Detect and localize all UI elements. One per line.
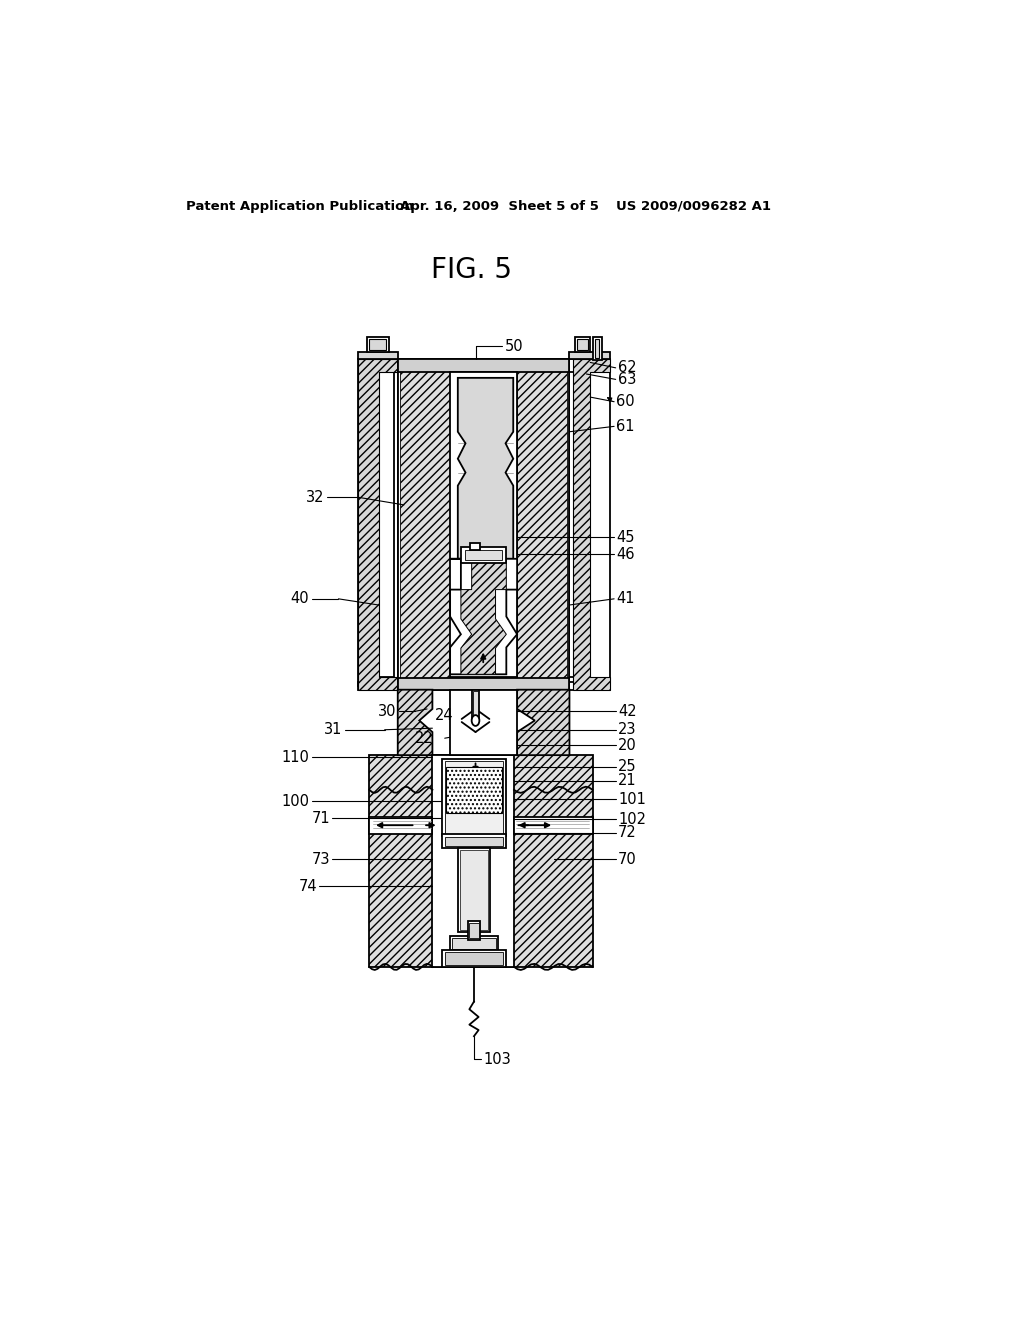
Bar: [397, 359, 569, 372]
Polygon shape: [357, 359, 397, 689]
Bar: [569, 352, 609, 359]
Bar: [473, 692, 478, 718]
Text: 63: 63: [617, 372, 636, 387]
Bar: [444, 762, 503, 834]
Text: 101: 101: [617, 792, 646, 807]
Text: 61: 61: [616, 418, 635, 434]
Bar: [370, 817, 432, 834]
Text: 62: 62: [617, 360, 637, 375]
Text: 23: 23: [617, 722, 637, 738]
Polygon shape: [517, 689, 569, 755]
Bar: [446, 767, 502, 813]
Bar: [451, 689, 517, 755]
Text: 71: 71: [311, 810, 330, 826]
Text: Patent Application Publication: Patent Application Publication: [186, 199, 414, 213]
Text: 21: 21: [617, 774, 637, 788]
Bar: [470, 544, 480, 549]
Text: 24: 24: [435, 709, 454, 723]
Bar: [469, 923, 478, 937]
Bar: [569, 359, 609, 686]
Polygon shape: [461, 558, 506, 675]
Bar: [357, 352, 397, 359]
Bar: [357, 682, 397, 689]
Bar: [472, 689, 479, 719]
Bar: [468, 921, 480, 940]
Text: 73: 73: [311, 851, 330, 867]
Bar: [514, 817, 593, 834]
Text: FIG. 5: FIG. 5: [431, 256, 512, 284]
Bar: [451, 936, 498, 952]
Bar: [574, 337, 590, 352]
Bar: [444, 837, 503, 846]
Bar: [578, 339, 588, 350]
Bar: [357, 359, 397, 686]
Bar: [397, 678, 569, 689]
Bar: [458, 847, 490, 932]
Text: Apr. 16, 2009  Sheet 5 of 5: Apr. 16, 2009 Sheet 5 of 5: [400, 199, 599, 213]
Text: 30: 30: [378, 704, 396, 719]
Polygon shape: [573, 359, 609, 689]
Bar: [379, 372, 394, 677]
Text: 103: 103: [483, 1052, 511, 1067]
Text: 102: 102: [617, 812, 646, 826]
Bar: [370, 339, 386, 350]
Bar: [460, 850, 487, 929]
Bar: [370, 755, 593, 966]
Text: 32: 32: [306, 490, 325, 504]
Text: 31: 31: [324, 722, 342, 738]
Text: 45: 45: [616, 529, 635, 545]
Bar: [397, 359, 569, 689]
Bar: [593, 337, 602, 360]
Text: 41: 41: [616, 591, 635, 606]
Text: 42: 42: [617, 704, 637, 719]
Text: 40: 40: [291, 591, 309, 606]
Text: 74: 74: [298, 879, 316, 894]
Bar: [465, 549, 503, 561]
Text: 110: 110: [282, 750, 309, 766]
Bar: [451, 372, 517, 677]
Bar: [569, 682, 609, 689]
Bar: [453, 939, 496, 949]
Text: 22: 22: [415, 731, 433, 746]
Bar: [432, 755, 514, 966]
Bar: [595, 339, 599, 358]
Bar: [442, 759, 506, 836]
Text: 60: 60: [616, 395, 635, 409]
Text: 46: 46: [616, 546, 635, 562]
Bar: [569, 372, 585, 677]
Text: 100: 100: [282, 793, 309, 809]
Bar: [461, 548, 506, 562]
Polygon shape: [458, 378, 513, 558]
Bar: [367, 337, 388, 352]
Text: 25: 25: [617, 759, 637, 775]
Polygon shape: [451, 558, 517, 675]
Text: 50: 50: [505, 339, 523, 354]
Bar: [442, 834, 506, 849]
Bar: [442, 950, 506, 966]
Text: 72: 72: [617, 825, 637, 841]
Text: US 2009/0096282 A1: US 2009/0096282 A1: [615, 199, 771, 213]
Ellipse shape: [472, 715, 479, 726]
Bar: [444, 952, 503, 965]
Bar: [400, 370, 451, 684]
Bar: [517, 370, 567, 684]
Text: 20: 20: [617, 738, 637, 752]
Text: 70: 70: [617, 851, 637, 867]
Polygon shape: [397, 689, 432, 755]
